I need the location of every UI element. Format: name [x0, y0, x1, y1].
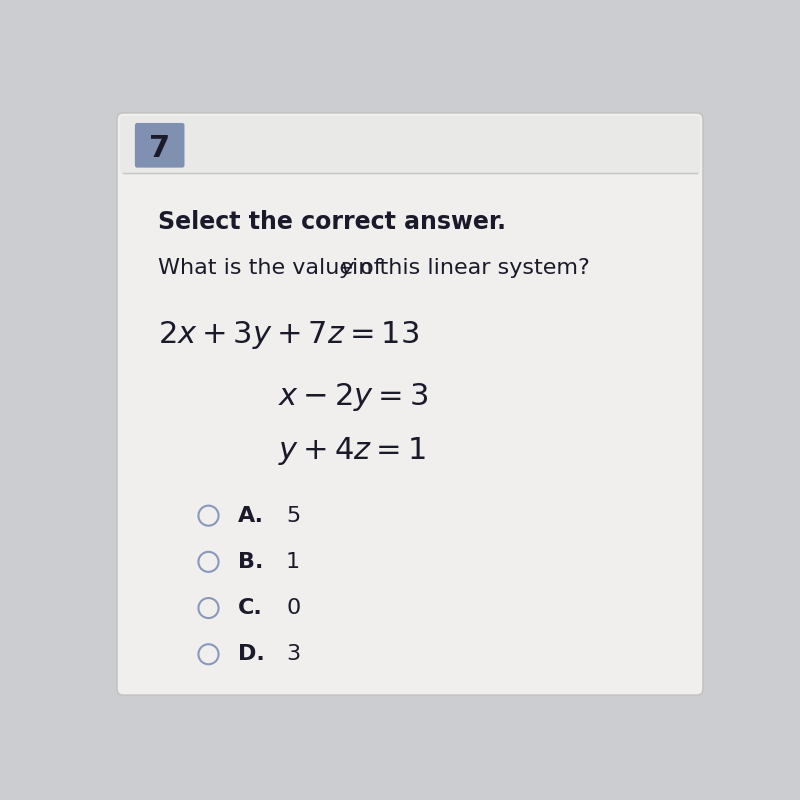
Text: A.: A. — [238, 506, 264, 526]
Text: What is the value of: What is the value of — [158, 258, 389, 278]
Text: 0: 0 — [286, 598, 300, 618]
FancyBboxPatch shape — [135, 123, 185, 168]
Text: in this linear system?: in this linear system? — [352, 258, 590, 278]
Text: 1: 1 — [286, 552, 300, 572]
Text: $y + 4z = 1$: $y + 4z = 1$ — [278, 435, 426, 467]
Bar — [123, 154, 697, 173]
Text: y: y — [340, 258, 354, 278]
Text: Select the correct answer.: Select the correct answer. — [158, 210, 506, 234]
Text: D.: D. — [238, 644, 265, 664]
Text: 3: 3 — [286, 644, 300, 664]
FancyBboxPatch shape — [120, 116, 700, 174]
Text: C.: C. — [238, 598, 262, 618]
Text: B.: B. — [238, 552, 263, 572]
Text: $x - 2y = 3$: $x - 2y = 3$ — [278, 381, 429, 413]
FancyBboxPatch shape — [117, 113, 703, 695]
Text: $2x + 3y + 7z = 13$: $2x + 3y + 7z = 13$ — [158, 319, 419, 351]
Text: 5: 5 — [286, 506, 300, 526]
Text: 7: 7 — [149, 134, 170, 163]
